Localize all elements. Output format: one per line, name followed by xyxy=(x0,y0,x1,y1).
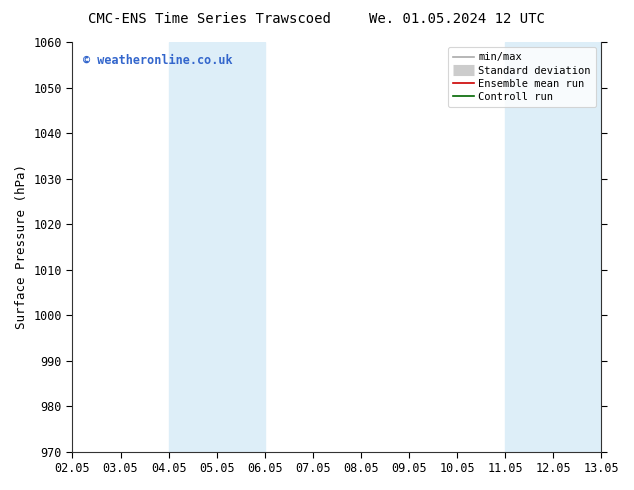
Y-axis label: Surface Pressure (hPa): Surface Pressure (hPa) xyxy=(15,164,28,329)
Text: CMC-ENS Time Series Trawscoed: CMC-ENS Time Series Trawscoed xyxy=(87,12,331,26)
Bar xyxy=(505,42,601,452)
Legend: min/max, Standard deviation, Ensemble mean run, Controll run: min/max, Standard deviation, Ensemble me… xyxy=(448,47,596,107)
Text: We. 01.05.2024 12 UTC: We. 01.05.2024 12 UTC xyxy=(368,12,545,26)
Text: © weatheronline.co.uk: © weatheronline.co.uk xyxy=(83,54,233,67)
Bar xyxy=(169,42,265,452)
